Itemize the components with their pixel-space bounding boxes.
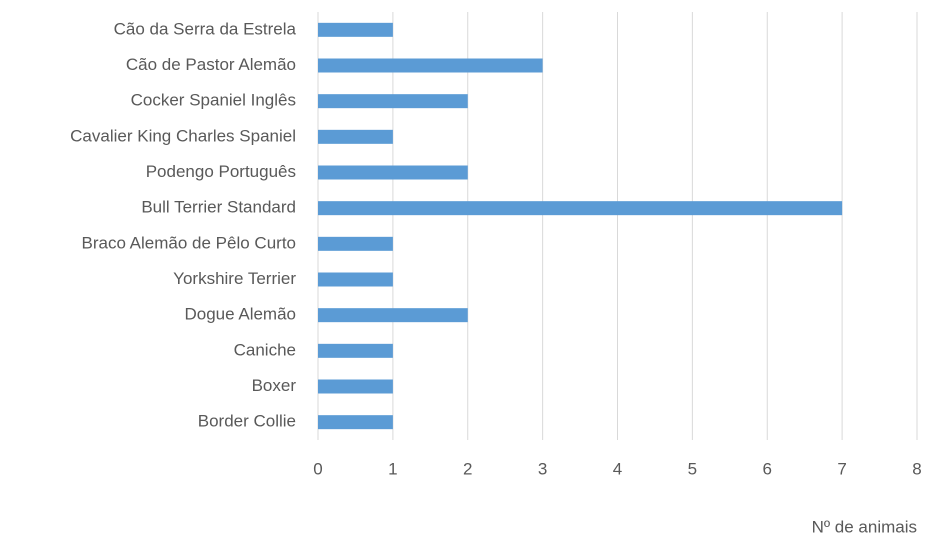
y-tick-label: Braco Alemão de Pêlo Curto <box>81 233 296 252</box>
y-tick-label: Podengo Português <box>146 162 296 181</box>
x-tick-label: 2 <box>463 459 472 478</box>
y-tick-label: Cão da Serra da Estrela <box>114 19 297 38</box>
bar <box>318 415 393 430</box>
x-tick-label: 8 <box>912 459 921 478</box>
x-tick-label: 5 <box>688 459 697 478</box>
bar <box>318 236 393 251</box>
y-tick-label: Cocker Spaniel Inglês <box>131 91 296 110</box>
y-tick-label: Boxer <box>252 376 297 395</box>
x-tick-label: 6 <box>763 459 772 478</box>
bar <box>318 22 393 37</box>
x-tick-label: 4 <box>613 459 622 478</box>
x-tick-label: 0 <box>313 459 322 478</box>
bar <box>318 343 393 358</box>
bar <box>318 58 543 73</box>
y-tick-label: Caniche <box>234 340 296 359</box>
x-tick-label: 1 <box>388 459 397 478</box>
bar <box>318 94 468 109</box>
bar <box>318 201 843 216</box>
x-axis-label: Nº de animais <box>812 517 917 536</box>
y-tick-label: Yorkshire Terrier <box>173 269 296 288</box>
bar <box>318 165 468 180</box>
bar <box>318 272 393 287</box>
x-tick-label: 3 <box>538 459 547 478</box>
y-tick-label: Bull Terrier Standard <box>141 198 296 217</box>
bar <box>318 308 468 323</box>
y-tick-label: Cão de Pastor Alemão <box>126 55 296 74</box>
y-tick-label: Border Collie <box>198 412 296 431</box>
x-tick-label: 7 <box>837 459 846 478</box>
y-tick-label: Cavalier King Charles Spaniel <box>70 126 296 145</box>
bar <box>318 379 393 394</box>
y-tick-label: Dogue Alemão <box>184 305 296 324</box>
bar <box>318 129 393 144</box>
